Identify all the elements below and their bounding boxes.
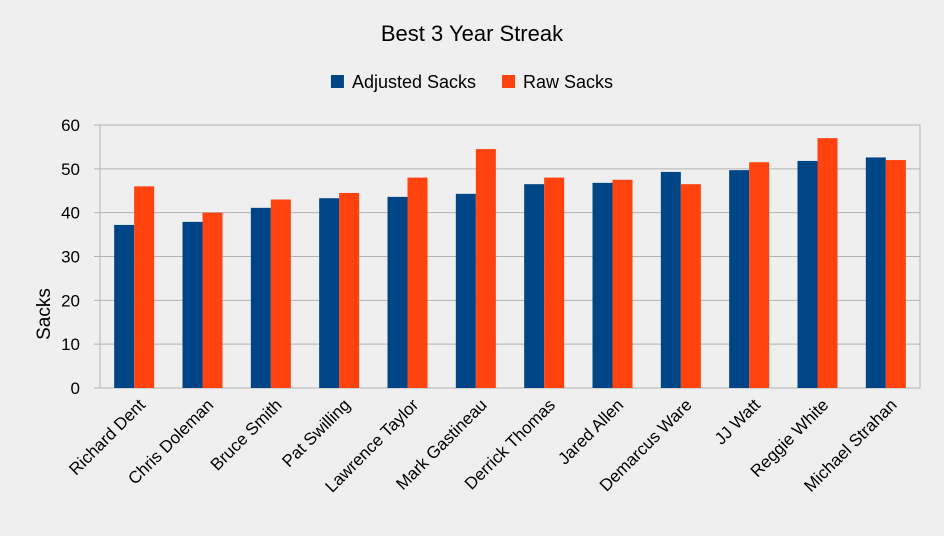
legend-label: Adjusted Sacks	[352, 72, 476, 92]
bar-adjusted-sacks	[524, 184, 545, 388]
bar-raw-sacks	[270, 199, 291, 388]
bar-adjusted-sacks	[182, 221, 203, 388]
bar-raw-sacks	[407, 177, 428, 388]
y-tick-label: 0	[71, 379, 80, 398]
x-tick-label: JJ Watt	[711, 395, 764, 448]
y-axis-label: Sacks	[34, 288, 55, 340]
y-axis-ticks: 0 10 20 30 40 50 60	[61, 116, 100, 398]
bar-raw-sacks	[339, 192, 360, 388]
bar-adjusted-sacks	[729, 170, 750, 388]
legend: Adjusted Sacks Raw Sacks	[330, 72, 613, 92]
y-tick-label: 50	[61, 160, 80, 179]
bar-raw-sacks	[817, 138, 838, 388]
y-tick-label: 20	[61, 291, 80, 310]
bar-adjusted-sacks	[455, 193, 476, 388]
x-tick-label: Bruce Smith	[207, 395, 286, 474]
chart-title: Best 3 Year Streak	[381, 21, 564, 46]
bar-adjusted-sacks	[387, 196, 408, 388]
y-tick-label: 10	[61, 335, 80, 354]
gridlines	[99, 124, 921, 389]
bar-raw-sacks	[544, 177, 565, 388]
legend-swatch	[330, 75, 344, 88]
y-tick-label: 40	[61, 204, 80, 223]
bar-raw-sacks	[202, 212, 223, 388]
bar-raw-sacks	[680, 184, 701, 388]
x-tick-label: Pat Swilling	[278, 395, 354, 471]
bar-adjusted-sacks	[660, 171, 681, 388]
y-tick-label: 60	[61, 116, 80, 135]
bar-adjusted-sacks	[319, 198, 340, 388]
bar-raw-sacks	[475, 149, 496, 388]
legend-label: Raw Sacks	[523, 72, 613, 92]
bar-raw-sacks	[885, 160, 906, 388]
bar-adjusted-sacks	[797, 160, 818, 388]
bar-adjusted-sacks	[114, 224, 135, 388]
bar-raw-sacks	[134, 186, 155, 388]
bar-raw-sacks	[749, 162, 770, 388]
bar-raw-sacks	[612, 179, 633, 388]
bar-adjusted-sacks	[250, 207, 271, 388]
bar-adjusted-sacks	[592, 182, 613, 388]
bar-adjusted-sacks	[865, 157, 886, 388]
y-tick-label: 30	[61, 248, 80, 267]
x-tick-label: Jared Allen	[554, 395, 627, 468]
bars	[114, 138, 906, 388]
legend-swatch	[502, 75, 516, 88]
